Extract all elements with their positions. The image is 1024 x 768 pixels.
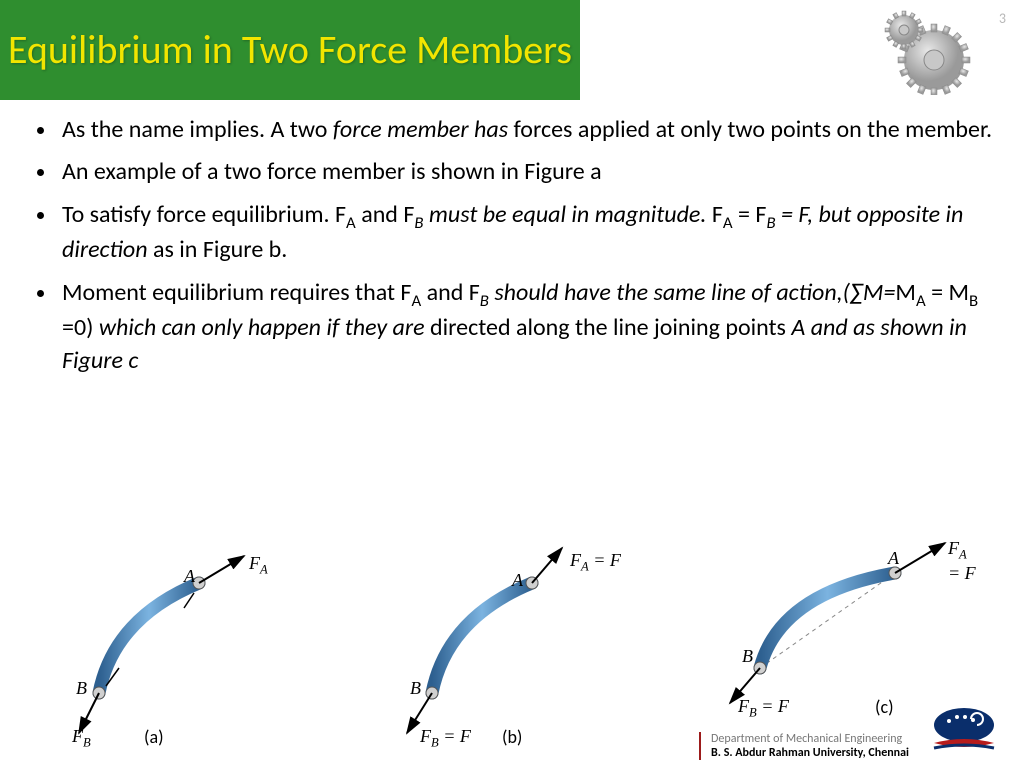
figure-b: A FA = F B FB = F (b) xyxy=(372,538,652,748)
fig-b-point-b: B xyxy=(410,678,421,699)
fig-a-fb: FB xyxy=(72,726,91,751)
fig-a-point-b: B xyxy=(76,678,87,699)
page-number: 3 xyxy=(999,10,1006,27)
fig-c-label: (c) xyxy=(875,696,894,718)
slide-title: Equilibrium in Two Force Members xyxy=(8,27,572,73)
footer-credit: Department of Mechanical Engineering B. … xyxy=(699,732,909,760)
fig-c-point-b: B xyxy=(742,646,753,667)
figure-a: A FA B FB (a) xyxy=(44,538,324,748)
fig-c-point-a: A xyxy=(888,548,899,569)
fig-a-point-a: A xyxy=(184,566,195,587)
fig-b-fa: FA = F xyxy=(570,550,621,575)
fig-b-point-a: A xyxy=(512,570,523,591)
footer-line1: Department of Mechanical Engineering xyxy=(711,732,909,746)
gear-icon xyxy=(869,10,979,100)
university-logo-icon xyxy=(927,705,1002,760)
bullet-2: An example of a two force member is show… xyxy=(58,156,994,188)
bullet-3: To satisfy force equilibrium. FA and FB … xyxy=(58,199,994,267)
title-bar: Equilibrium in Two Force Members xyxy=(0,0,580,100)
bullet-4: Moment equilibrium requires that FA and … xyxy=(58,277,994,377)
figures-row: A FA B FB (a) A FA = F B FB = F (b) A F xyxy=(0,538,1024,748)
fig-a-label: (a) xyxy=(144,726,164,748)
bullet-1: As the name implies. A two force member … xyxy=(58,114,994,146)
bullet-list: As the name implies. A two force member … xyxy=(58,114,994,377)
fig-b-fb: FB = F xyxy=(420,726,471,751)
fig-a-fa: FA xyxy=(249,553,268,578)
footer-line2: B. S. Abdur Rahman University, Chennai xyxy=(711,746,909,760)
fig-c-fb: FB = F xyxy=(738,696,789,721)
fig-c-fa: FA = F xyxy=(948,538,980,584)
fig-b-label: (b) xyxy=(502,726,522,748)
